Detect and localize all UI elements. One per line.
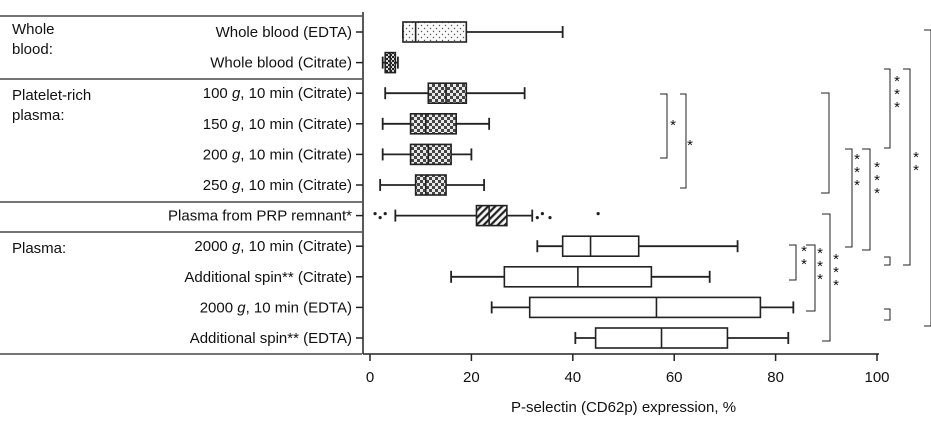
significance-mark: * (874, 159, 880, 176)
axes: 0 20 40 60 80 100 P-selectin (CD62p) expressio… (356, 12, 890, 416)
category-label: Additional spin** (EDTA) (190, 330, 352, 347)
significance-mark: * (874, 172, 880, 189)
group-label: plasma: (12, 107, 65, 124)
box (475, 204, 508, 227)
category-label: Additional spin** (Citrate) (184, 269, 352, 286)
significance-mark: * (854, 177, 860, 194)
significance-bracket (884, 256, 891, 266)
group-label: Platelet-rich (12, 87, 91, 104)
category-label: 250 g, 10 min (Citrate) (203, 177, 352, 194)
group-labels: Whole blood: Platelet-rich plasma: Plasma: (12, 21, 91, 257)
category-label: 2000 g, 10 min (EDTA) (200, 299, 352, 316)
significance-mark: * (817, 245, 823, 262)
outlier-point (383, 212, 387, 216)
significance-bracket (789, 244, 797, 281)
group-label: Whole (12, 21, 55, 38)
significance-mark: * (670, 117, 676, 134)
significance-mark: * (913, 149, 919, 166)
significance-bracket (924, 29, 931, 327)
x-tick-label: 0 (366, 369, 374, 386)
significance-mark: * (801, 243, 807, 260)
significance-mark: * (817, 271, 823, 288)
box (528, 296, 762, 319)
significance-bracket (862, 148, 871, 251)
significance-mark: * (687, 137, 693, 154)
significance-bracket (806, 244, 816, 312)
significance-bracket (821, 92, 830, 194)
x-axis-label: P-selectin (CD62p) expression, % (511, 399, 736, 416)
x-tick-label: 100 (864, 369, 889, 386)
category-label: 100 g, 10 min (Citrate) (203, 85, 352, 102)
box (402, 21, 468, 43)
outlier-point (373, 212, 377, 216)
x-tick-label: 40 (564, 369, 581, 386)
box (561, 235, 640, 257)
significance-mark: * (913, 162, 919, 179)
significance-mark: * (894, 86, 900, 103)
box (427, 82, 468, 104)
significance-mark: * (801, 256, 807, 273)
group-separators (0, 15, 362, 355)
significance-bracket (903, 68, 911, 266)
category-label: 200 g, 10 min (Citrate) (203, 146, 352, 163)
category-label: Plasma from PRP remnant* (168, 208, 352, 225)
significance-mark: * (833, 251, 839, 268)
significance-mark: * (894, 73, 900, 90)
boxes (373, 21, 795, 349)
significance-bracket (845, 148, 853, 248)
outlier-point (596, 212, 600, 216)
box (414, 174, 447, 196)
box (409, 143, 452, 166)
significance-mark: * (894, 99, 900, 116)
outlier-point (535, 216, 539, 220)
category-labels: Whole blood (EDTA) Whole blood (Citrate) 1… (168, 24, 352, 347)
box (409, 113, 457, 135)
x-tick-label: 80 (767, 369, 784, 386)
significance-mark: * (874, 185, 880, 202)
significance-mark: * (833, 264, 839, 281)
outlier-point (548, 216, 552, 220)
significance-mark: * (854, 164, 860, 181)
category-label: 2000 g, 10 min (Citrate) (194, 238, 352, 255)
category-label: Whole blood (EDTA) (216, 24, 352, 41)
category-label: Whole blood (Citrate) (210, 55, 352, 72)
significance-bracket (822, 213, 831, 342)
group-label: Plasma: (12, 240, 66, 257)
significance-mark: * (817, 258, 823, 275)
outlier-point (378, 216, 382, 220)
category-label: 150 g, 10 min (Citrate) (203, 116, 352, 133)
significance-bracket (884, 308, 891, 321)
significance-brackets: ********************* (660, 29, 931, 342)
x-tick-label: 20 (463, 369, 480, 386)
significance-mark: * (833, 277, 839, 294)
group-label: blood: (12, 41, 53, 58)
x-tick-label: 60 (666, 369, 683, 386)
significance-bracket (884, 68, 891, 149)
significance-bracket (680, 93, 687, 189)
significance-bracket (660, 93, 668, 159)
significance-mark: * (854, 151, 860, 168)
outlier-point (540, 212, 544, 216)
